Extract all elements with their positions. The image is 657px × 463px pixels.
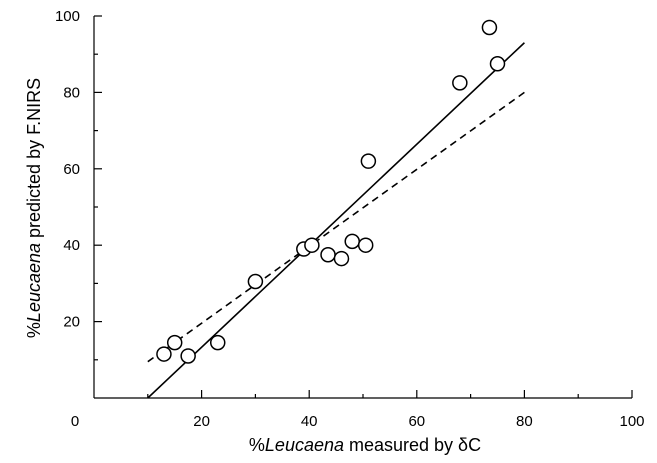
y-tick-label: 20 xyxy=(63,314,80,331)
data-point xyxy=(304,237,320,253)
data-point xyxy=(247,273,264,290)
data-point xyxy=(357,237,374,253)
data-point xyxy=(333,250,350,267)
data-point xyxy=(452,75,468,91)
x-axis-title: %Leucaena measured by δC xyxy=(249,435,481,455)
y-tick-label: 40 xyxy=(63,237,80,254)
y-tick-label: 60 xyxy=(63,161,80,178)
data-point xyxy=(209,334,226,351)
data-point xyxy=(166,334,183,351)
x-tick-label: 60 xyxy=(408,413,425,430)
y-tick-label: 100 xyxy=(55,8,80,25)
x-tick-label: 0 xyxy=(71,413,79,430)
data-point xyxy=(360,153,377,169)
axes: 0 20 40 60 80 100 20 40 60 80 100 xyxy=(55,8,645,430)
data-point xyxy=(180,348,196,364)
x-tick-label: 80 xyxy=(516,413,533,430)
x-tick-label: 20 xyxy=(193,413,210,430)
data-point xyxy=(489,56,506,72)
y-tick-label: 80 xyxy=(63,84,80,101)
data-point xyxy=(344,233,360,250)
x-tick-label: 100 xyxy=(619,413,644,430)
solid-fit-line xyxy=(147,42,525,399)
y-axis-title: %Leucaena predicted by F.NIRS xyxy=(24,78,44,338)
data-point xyxy=(156,346,172,362)
dashed-fit-line xyxy=(147,91,525,363)
data-point xyxy=(481,19,498,36)
data-point xyxy=(320,247,336,263)
x-tick-label: 40 xyxy=(301,413,318,430)
chart-marks xyxy=(147,19,525,399)
